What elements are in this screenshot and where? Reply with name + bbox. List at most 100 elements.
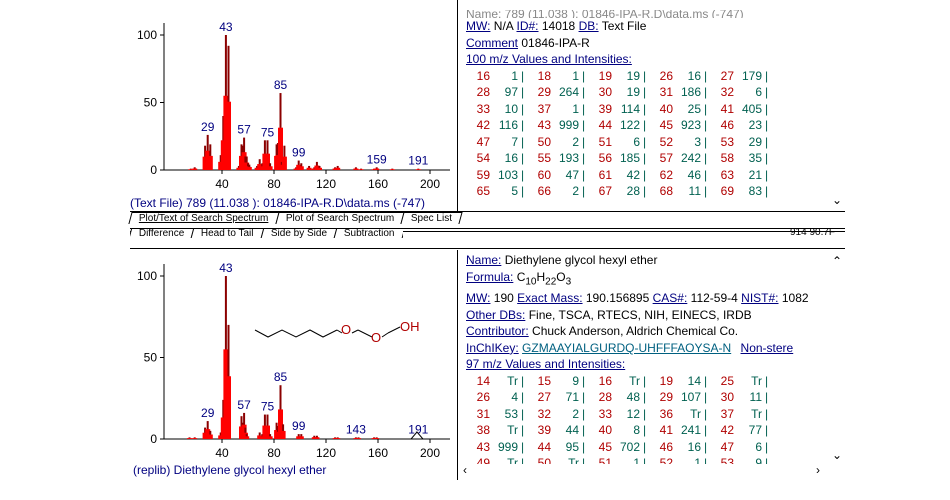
peaks-table: 14 Tr | 15 9 | 16 Tr | 19 14 | 25 Tr | 26 4 | 27 71 | 28 48 | 29… — [466, 373, 830, 464]
peak-fill — [207, 155, 213, 170]
peak-fill — [246, 167, 252, 170]
peak-fill — [317, 167, 322, 170]
peak-cell: 15 9 | — [537, 373, 586, 388]
scroll-down-icon[interactable]: ⌄ — [832, 193, 843, 207]
bottom-splitter[interactable] — [457, 250, 458, 480]
peaks-row: 59 103 | 60 47 | 61 42 | 62 46 | 63 21 | — [466, 167, 830, 184]
peak-fill — [188, 169, 194, 170]
tab-plot[interactable]: Plot of Search Spectrum — [274, 212, 405, 224]
scroll-left-icon[interactable]: ‹ — [463, 463, 467, 477]
hydroxyl-label: OH — [400, 319, 420, 334]
inchikey-link[interactable]: GZMAAYIALGURDQ-UHFFFAOYSA-N — [522, 340, 732, 355]
peak-fill — [241, 424, 247, 439]
tab-subtraction[interactable]: Subtraction — [333, 228, 403, 238]
peak-cell: 18 1 | — [537, 68, 586, 83]
peak-cell: 67 28 | — [598, 184, 647, 198]
peak-cell: 57 242 | — [659, 151, 708, 165]
oxygen-atom-2: O — [371, 330, 381, 345]
peak-fill — [265, 153, 270, 170]
peaks-row: 28 97 | 29 264 | 30 19 | 31 186 | 32 6 | — [466, 84, 830, 101]
library-spectrum-caption: (replib) Diethylene glycol hexyl ether — [133, 463, 327, 477]
peak-fill — [275, 431, 281, 439]
peak-fill — [218, 435, 224, 439]
peak-label: 99 — [292, 146, 306, 160]
peak-fill — [353, 168, 359, 170]
peak-cell: 45 923 | — [659, 118, 708, 132]
tab-spec-list[interactable]: Spec List — [400, 212, 463, 224]
peak-label: 43 — [219, 20, 233, 34]
comment-value: 01846-IPA-R — [521, 35, 590, 50]
x-tick-label: 200 — [420, 446, 440, 460]
non-stereo-link[interactable]: Non-stere — [740, 340, 794, 355]
tab-plot-text[interactable]: Plot/Text of Search Spectrum — [128, 212, 280, 224]
peak-fill — [236, 167, 242, 170]
peak-cell: 39 44 | — [537, 423, 586, 438]
db-value: Text File — [601, 19, 647, 33]
peak-cell: 65 5 | — [476, 184, 525, 198]
peak-fill — [281, 156, 287, 170]
peak-fill — [226, 376, 231, 439]
formula: Formula: C10H22O3 — [466, 269, 572, 287]
peak-cell: 32 6 | — [720, 85, 769, 99]
peak-cell: 37 Tr | — [720, 406, 769, 421]
x-tick-label: 120 — [316, 446, 336, 460]
peak-cell: 16 1 | — [476, 68, 525, 83]
tab-difference[interactable]: Difference — [130, 228, 195, 238]
peak-fill — [223, 349, 229, 439]
peak-fill — [192, 438, 198, 439]
peak-cell: 55 193 | — [537, 151, 586, 165]
peak-fill — [220, 140, 226, 170]
peak-fill — [298, 166, 304, 170]
name-label: Name: — [466, 253, 502, 267]
top-splitter[interactable] — [457, 0, 458, 212]
peak-label: 191 — [408, 154, 428, 168]
peak-cell: 43 999 | — [476, 439, 525, 454]
mw-label: MW: — [466, 19, 491, 33]
peak-fill — [358, 169, 364, 170]
peak-fill — [220, 417, 226, 439]
status-readout: 914 90.7F — [790, 228, 836, 238]
y-tick-label: 50 — [144, 351, 158, 365]
peaks-row: 47 7 | 50 2 | 51 6 | 52 3 | 53 29 | — [466, 134, 830, 151]
peak-cell: 41 405 | — [720, 101, 769, 116]
tab-side-by-side[interactable]: Side by Side — [260, 228, 338, 238]
scroll-down-icon[interactable]: ⌄ — [832, 448, 843, 462]
peak-cell: 33 10 | — [476, 101, 525, 116]
peak-label: 143 — [346, 422, 366, 436]
tab-head-to-tail[interactable]: Head to Tail — [191, 228, 265, 238]
peak-fill — [192, 168, 198, 170]
peaks-row: 26 4 | 27 71 | 28 48 | 29 107 | 30 11 | — [466, 389, 830, 406]
peak-cell: 69 83 | — [720, 184, 769, 198]
peak-cell: 27 71 | — [537, 390, 586, 405]
peak-cell: 28 48 | — [598, 390, 647, 405]
peak-label: 29 — [201, 406, 215, 420]
peak-cell: 33 12 | — [598, 406, 647, 421]
peak-fill — [262, 153, 268, 170]
peak-cell: 41 241 | — [659, 423, 708, 438]
peak-cell: 29 107 | — [659, 390, 708, 405]
oxygen-atom-1: O — [341, 322, 351, 337]
peak-fill — [311, 168, 317, 170]
peak-label: 75 — [261, 125, 275, 139]
library-spectrum-info: Name: Diethylene glycol hexyl ether Form… — [466, 252, 830, 464]
peak-fill — [356, 438, 361, 439]
scroll-up-icon[interactable]: ⌃ — [832, 254, 843, 268]
peak-fill — [265, 425, 270, 439]
peak-cell: 46 16 | — [659, 439, 708, 454]
peak-cell: 51 1 | — [598, 456, 647, 464]
peak-fill — [278, 409, 283, 439]
peak-fill — [296, 436, 302, 439]
peak-fill — [257, 435, 263, 439]
peak-fill — [259, 166, 265, 170]
peak-cell: 54 16 | — [476, 151, 525, 165]
peak-fill — [254, 167, 260, 170]
peak-fill — [389, 169, 395, 170]
x-tick-label: 40 — [215, 446, 229, 460]
peak-cell: 40 25 | — [659, 101, 708, 116]
peak-cell: 16 Tr | — [598, 373, 647, 388]
scroll-right-icon[interactable]: › — [816, 463, 820, 477]
search-spectrum-plot: 0 50 100 40 80 120 160 200 29 43 57 75 85 99 159 191 — [137, 20, 450, 191]
peak-cell: 52 1 | — [659, 456, 708, 464]
library-spectrum-plot: 0 50 100 40 80 120 160 200 29 43 57 75 85 99 143 191 — [137, 261, 450, 460]
x-tick-label: 80 — [267, 177, 281, 191]
